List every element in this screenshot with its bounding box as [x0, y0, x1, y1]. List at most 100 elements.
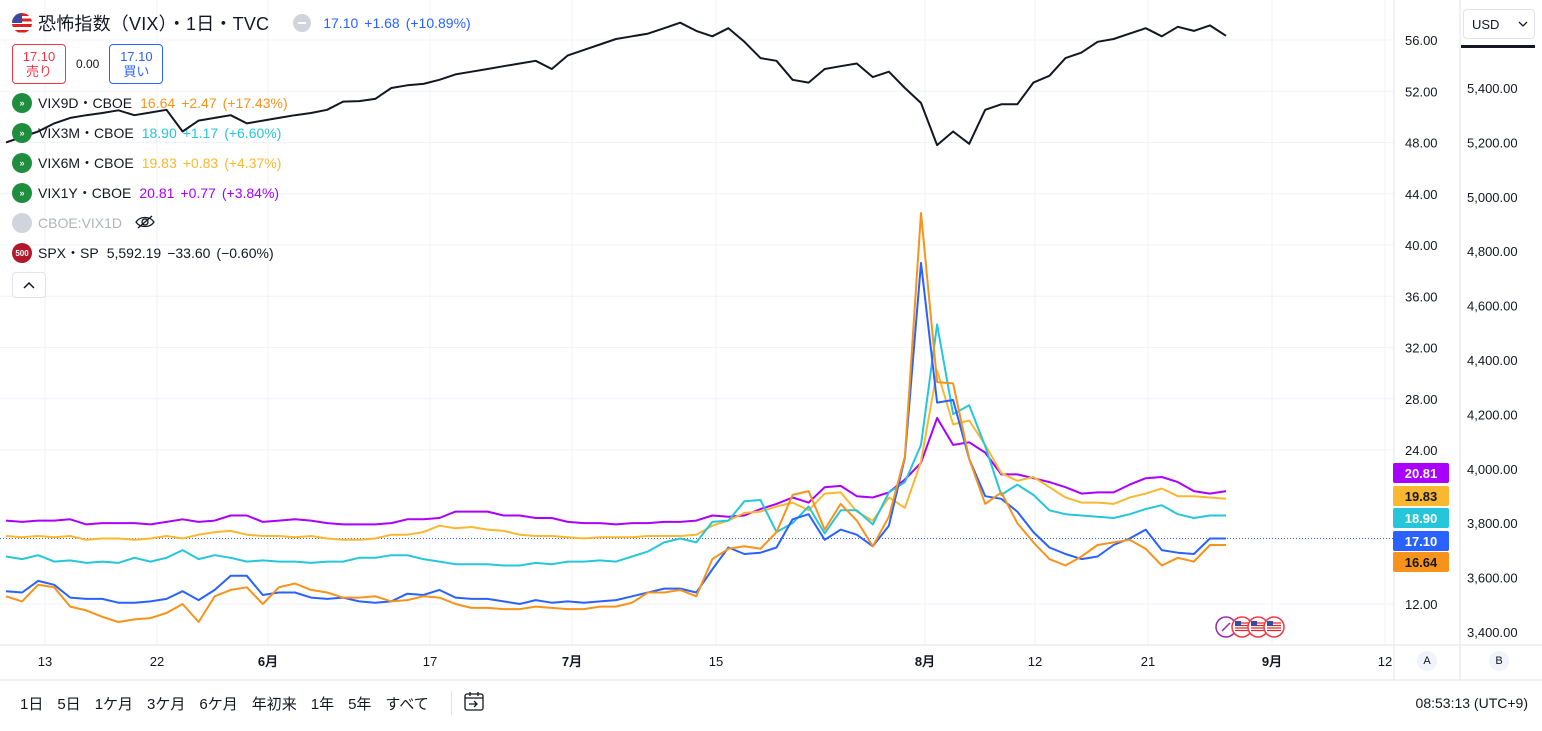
- series-symbol-icon: »: [12, 93, 32, 113]
- trade-buttons: 17.10 売り 0.00 17.10 買い: [12, 44, 477, 84]
- sell-button[interactable]: 17.10 売り: [12, 44, 66, 84]
- time-axis-tick: 8月: [915, 654, 935, 669]
- left-axis-tick: 40.00: [1405, 238, 1438, 253]
- left-axis-tick: 36.00: [1405, 289, 1438, 304]
- series-change: +1.17: [182, 125, 219, 141]
- spx-line: [5, 21, 1227, 147]
- buy-price: 17.10: [120, 49, 153, 64]
- buy-label: 買い: [123, 64, 150, 79]
- price-tag: 20.81: [1393, 463, 1449, 483]
- series-legend-row[interactable]: » VIX6M・CBOE 19.83 +0.83 (+4.37%): [12, 148, 477, 178]
- series-value: 20.81: [139, 185, 175, 201]
- left-axis-tick: 52.00: [1405, 84, 1438, 99]
- buy-button[interactable]: 17.10 買い: [109, 44, 164, 84]
- right-axis-tick: 5,200.00: [1467, 135, 1518, 150]
- collapse-legend-button[interactable]: [12, 272, 46, 298]
- left-axis-tick: 32.00: [1405, 341, 1438, 356]
- range-3m[interactable]: 3ケ月: [147, 695, 186, 713]
- series-pct: (+4.37%): [224, 155, 282, 171]
- chart-legend: 恐怖指数（VIX）・1日・TVC 17.10 +1.68 (+10.89%) 1…: [12, 8, 477, 298]
- series-symbol-icon: [12, 213, 32, 233]
- series-legend-row[interactable]: » VIX9D・CBOE 16.64 +2.47 (+17.43%): [12, 88, 477, 118]
- right-price-axis: 5,400.00 5,200.00 5,000.00 4,800.00 4,600.00…: [1467, 81, 1518, 640]
- series-lines: [5, 21, 1227, 623]
- series-line: [5, 417, 1227, 526]
- series-change: +0.77: [180, 185, 216, 201]
- series-legend-row[interactable]: CBOE:VIX1D: [12, 208, 477, 238]
- economic-event-icon[interactable]: [1231, 616, 1253, 638]
- symbol-title[interactable]: 恐怖指数（VIX）・1日・TVC: [38, 14, 270, 34]
- spx-500-icon: 500: [12, 243, 32, 263]
- right-axis-tick: 4,600.00: [1467, 299, 1518, 314]
- sell-label: 売り: [25, 64, 52, 79]
- series-pct: (+3.84%): [221, 185, 280, 201]
- series-value: 16.64: [140, 95, 176, 111]
- time-axis-tick: 17: [423, 654, 437, 669]
- calendar-goto-icon[interactable]: [462, 689, 486, 717]
- range-all[interactable]: すべて: [385, 695, 429, 713]
- series-symbol-icon: »: [12, 123, 32, 143]
- series-name: SPX・SP: [38, 245, 99, 261]
- auto-scale-button[interactable]: A: [1417, 651, 1437, 671]
- price-tag: 17.10: [1393, 531, 1449, 551]
- series-name: VIX9D・CBOE: [38, 95, 133, 111]
- range-5y[interactable]: 5年: [348, 695, 372, 713]
- range-1d[interactable]: 1日: [20, 695, 44, 713]
- series-symbol-icon: »: [12, 153, 32, 173]
- left-axis-tick: 24.00: [1405, 443, 1438, 458]
- left-axis-tick: 44.00: [1405, 187, 1438, 202]
- series-legend-row[interactable]: » VIX3M・CBOE 18.90 +1.17 (+6.60%): [12, 118, 477, 148]
- range-ytd[interactable]: 年初来: [251, 695, 297, 713]
- series-legend-row[interactable]: » VIX1Y・CBOE 20.81 +0.77 (+3.84%): [12, 178, 477, 208]
- range-6m[interactable]: 6ケ月: [199, 695, 238, 713]
- left-axis-tick: 28.00: [1405, 392, 1438, 407]
- dividend-event-icon[interactable]: [1215, 616, 1237, 638]
- economic-event-icon[interactable]: [1247, 616, 1269, 638]
- left-axis-tick: 56.00: [1405, 33, 1438, 48]
- series-line: [5, 212, 1226, 623]
- series-name: CBOE:VIX1D: [38, 215, 123, 231]
- range-5d[interactable]: 5日: [57, 695, 81, 713]
- market-status-icon[interactable]: [293, 14, 312, 32]
- eye-off-icon[interactable]: [134, 214, 156, 233]
- series-legend-list: » VIX9D・CBOE 16.64 +2.47 (+17.43%) » VIX3M・CBO…: [12, 88, 477, 268]
- right-axis-tick: 4,200.00: [1467, 407, 1518, 422]
- range-1y[interactable]: 1年: [310, 695, 335, 713]
- right-axis-tick: 4,800.00: [1467, 244, 1518, 259]
- spread-value: 0.00: [76, 57, 100, 71]
- change-value: +1.68: [364, 15, 400, 31]
- symbol-title-row: 恐怖指数（VIX）・1日・TVC 17.10 +1.68 (+10.89%): [12, 8, 477, 38]
- time-axis-tick: 22: [150, 654, 164, 669]
- right-axis-tick: 4,000.00: [1467, 462, 1518, 477]
- left-axis-tick: 12.00: [1405, 597, 1438, 612]
- economic-event-icon[interactable]: [1263, 616, 1285, 638]
- price-tag: 16.64: [1393, 552, 1449, 572]
- time-axis-tick: 9月: [1262, 654, 1282, 669]
- currency-select[interactable]: USD: [1463, 9, 1535, 39]
- left-price-axis: 56.00 52.00 48.00 44.00 40.00 36.00 32.00 28.00…: [1405, 33, 1438, 612]
- series-legend-row[interactable]: 500 SPX・SP 5,592.19 −33.60 (−0.60%): [12, 238, 477, 268]
- sell-price: 17.10: [22, 49, 56, 64]
- series-value: 19.83: [141, 155, 177, 171]
- left-axis-tick: 48.00: [1405, 136, 1438, 151]
- event-markers[interactable]: [1215, 616, 1285, 638]
- time-axis-tick: 7月: [562, 654, 582, 669]
- range-1m[interactable]: 1ケ月: [94, 695, 134, 713]
- series-pct: (−0.60%): [216, 245, 274, 261]
- clock-timezone[interactable]: 08:53:13 (UTC+9): [1415, 695, 1528, 711]
- time-axis-tick: 21: [1141, 654, 1155, 669]
- series-pct: (+17.43%): [222, 95, 288, 111]
- series-symbol-icon: »: [12, 183, 32, 203]
- toolbar-divider: [450, 691, 452, 715]
- us-flag-icon: [12, 13, 32, 33]
- change-percent: (+10.89%): [405, 15, 471, 31]
- series-change: +0.83: [182, 155, 219, 171]
- right-axis-tick: 5,000.00: [1467, 190, 1518, 205]
- price-tag: 18.90: [1393, 508, 1449, 528]
- series-name: VIX6M・CBOE: [38, 155, 134, 171]
- price-tag: 19.83: [1393, 486, 1449, 506]
- series-pct: (+6.60%): [224, 125, 282, 141]
- right-axis-tick: 5,400.00: [1467, 81, 1518, 96]
- scale-b-button[interactable]: B: [1489, 651, 1509, 671]
